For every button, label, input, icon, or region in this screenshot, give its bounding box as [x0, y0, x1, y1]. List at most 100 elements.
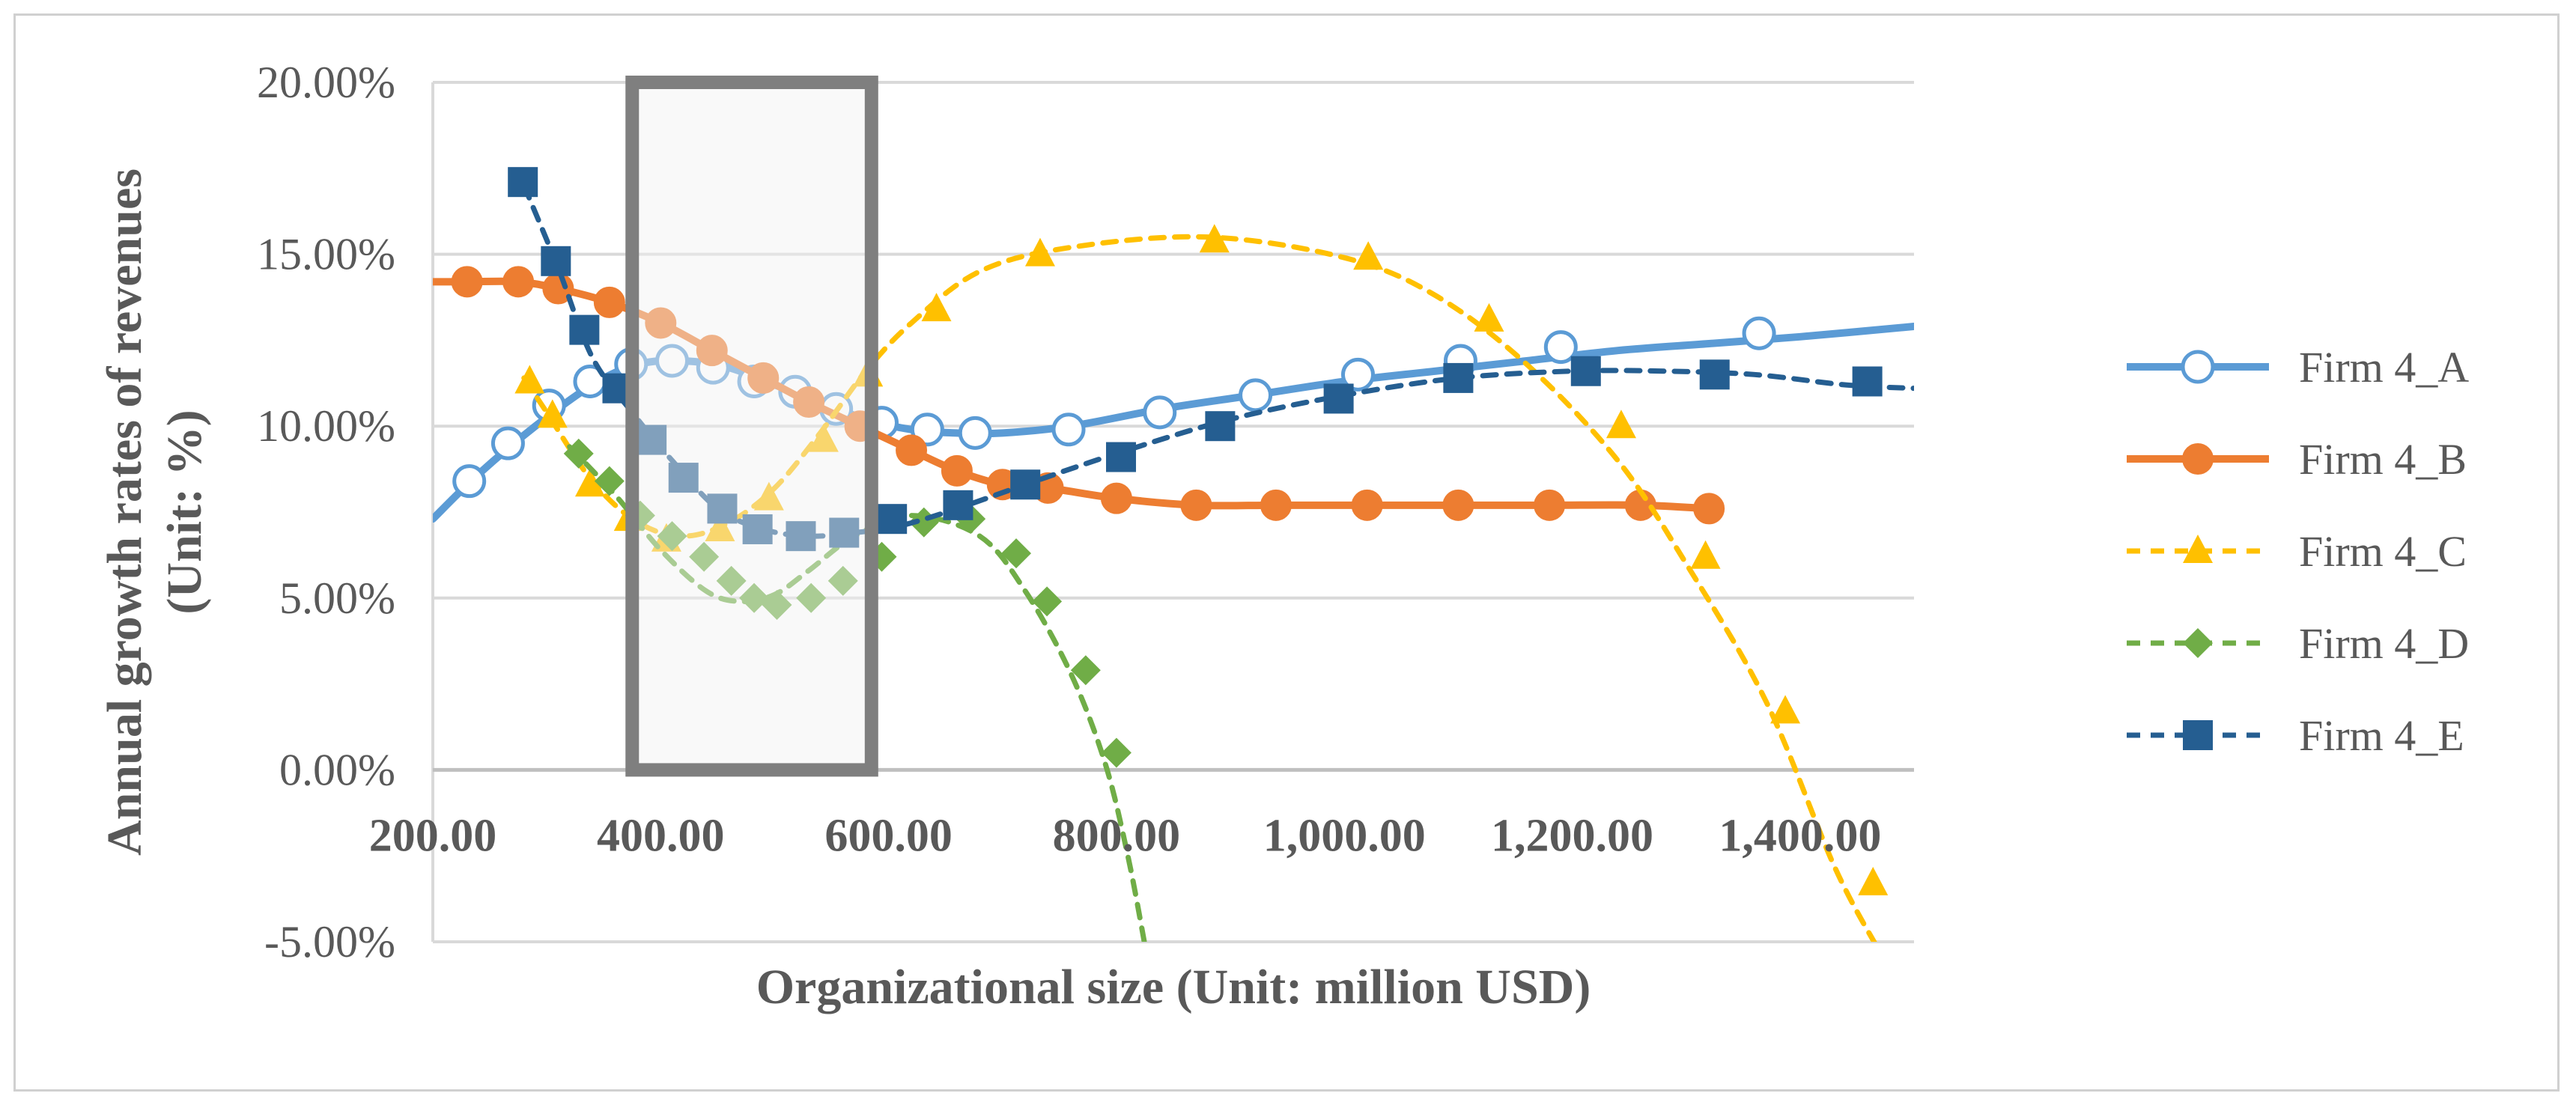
y-tick-label: -5.00%	[264, 917, 395, 967]
data-point	[1699, 359, 1730, 390]
data-point	[1543, 330, 1578, 365]
axis-titles: Organizational size (Unit: million USD) …	[97, 168, 1591, 1014]
data-point	[541, 246, 571, 276]
data-point	[2183, 535, 2213, 563]
data-point	[594, 466, 625, 496]
data-point	[1606, 410, 1636, 439]
series-firm-4_b	[433, 266, 1725, 525]
data-point	[1106, 442, 1137, 472]
data-point	[1260, 489, 1292, 521]
data-point	[1351, 489, 1383, 521]
x-tick-label: 1,200.00	[1491, 810, 1653, 861]
data-point	[1353, 241, 1384, 270]
data-point	[958, 416, 992, 450]
data-point	[943, 490, 973, 520]
data-point	[1180, 489, 1212, 521]
data-point	[574, 468, 605, 497]
x-tick-label: 1,400.00	[1719, 810, 1881, 861]
data-point	[1024, 237, 1055, 267]
data-point	[753, 481, 784, 511]
data-point	[689, 541, 720, 572]
x-tick-label: 800.00	[1053, 810, 1181, 861]
data-point	[1442, 489, 1474, 521]
x-tick-label: 400.00	[597, 810, 725, 861]
data-point	[637, 424, 667, 455]
x-axis-title: Organizational size (Unit: million USD)	[756, 960, 1591, 1014]
series-firm-4_e	[508, 167, 1914, 552]
data-point	[537, 399, 568, 428]
series-line	[521, 234, 1877, 942]
data-point	[2183, 720, 2213, 750]
data-point	[1570, 356, 1601, 386]
data-point	[2182, 443, 2214, 475]
legend-item: Firm 4_C	[2127, 527, 2467, 576]
legend-label: Firm 4_B	[2299, 435, 2467, 484]
data-point	[563, 438, 594, 469]
data-point	[705, 512, 735, 541]
data-point	[762, 589, 792, 620]
x-tick-label: 1,000.00	[1263, 810, 1426, 861]
data-point	[451, 266, 483, 298]
data-point	[490, 426, 525, 460]
data-point	[747, 362, 780, 394]
data-point	[1443, 362, 1474, 393]
x-tick-label: 600.00	[824, 810, 953, 861]
data-point	[793, 386, 825, 418]
data-point	[1770, 695, 1801, 724]
data-point	[786, 521, 816, 552]
y-tick-label: 15.00%	[257, 230, 395, 279]
data-point	[514, 365, 545, 394]
data-point	[1199, 224, 1230, 253]
data-point	[716, 565, 747, 596]
data-point	[1101, 737, 1131, 768]
data-point	[941, 454, 973, 487]
data-point	[808, 423, 839, 452]
data-point	[1100, 482, 1132, 514]
data-point	[1001, 538, 1032, 569]
data-point	[1070, 655, 1101, 686]
data-point	[452, 464, 487, 499]
data-point	[1010, 469, 1041, 500]
data-point	[593, 286, 625, 318]
y-axis-title-line-2: (Unit: %)	[157, 410, 212, 614]
x-axis-ticks: 200.00 400.00 600.00 800.00 1,000.00 1,200.00…	[369, 810, 1882, 861]
data-point	[696, 335, 728, 367]
data-point	[1474, 302, 1504, 332]
data-point	[921, 293, 952, 322]
data-point	[1690, 540, 1721, 569]
data-point	[827, 565, 858, 596]
legend-item: Firm 4_B	[2127, 435, 2467, 484]
data-point	[502, 266, 535, 298]
legend-label: Firm 4_C	[2299, 527, 2467, 576]
data-point	[896, 434, 928, 466]
data-point	[877, 504, 908, 535]
data-point	[2183, 628, 2213, 658]
data-point	[668, 463, 699, 493]
y-tick-label: 10.00%	[257, 401, 395, 451]
data-point	[657, 521, 687, 552]
data-point	[1534, 489, 1566, 521]
data-point	[1742, 316, 1776, 350]
legend: Firm 4_A Firm 4_B Firm 4_C Firm 4_D Firm 4_E	[2127, 343, 2469, 760]
data-point	[1239, 378, 1273, 413]
legend-label: Firm 4_D	[2299, 619, 2469, 668]
data-point	[1693, 493, 1725, 525]
x-tick-label: 200.00	[369, 810, 497, 861]
y-axis-title-line-1: Annual growth rates of revenues	[97, 168, 152, 856]
data-point	[1143, 395, 1177, 430]
data-point	[569, 314, 600, 345]
highlight-box	[625, 76, 878, 777]
data-point	[1340, 357, 1375, 392]
legend-item: Firm 4_E	[2127, 711, 2464, 760]
data-point	[1852, 366, 1883, 397]
legend-label: Firm 4_E	[2299, 711, 2464, 760]
data-point	[2181, 350, 2215, 384]
y-axis-ticks: -5.00% 0.00% 5.00% 10.00% 15.00% 20.00%	[257, 58, 395, 967]
data-point	[796, 582, 827, 613]
data-point	[742, 514, 773, 544]
data-point	[645, 307, 677, 339]
data-point	[1032, 586, 1063, 617]
data-point	[739, 582, 770, 613]
data-point	[508, 167, 538, 198]
legend-item: Firm 4_D	[2127, 619, 2469, 668]
